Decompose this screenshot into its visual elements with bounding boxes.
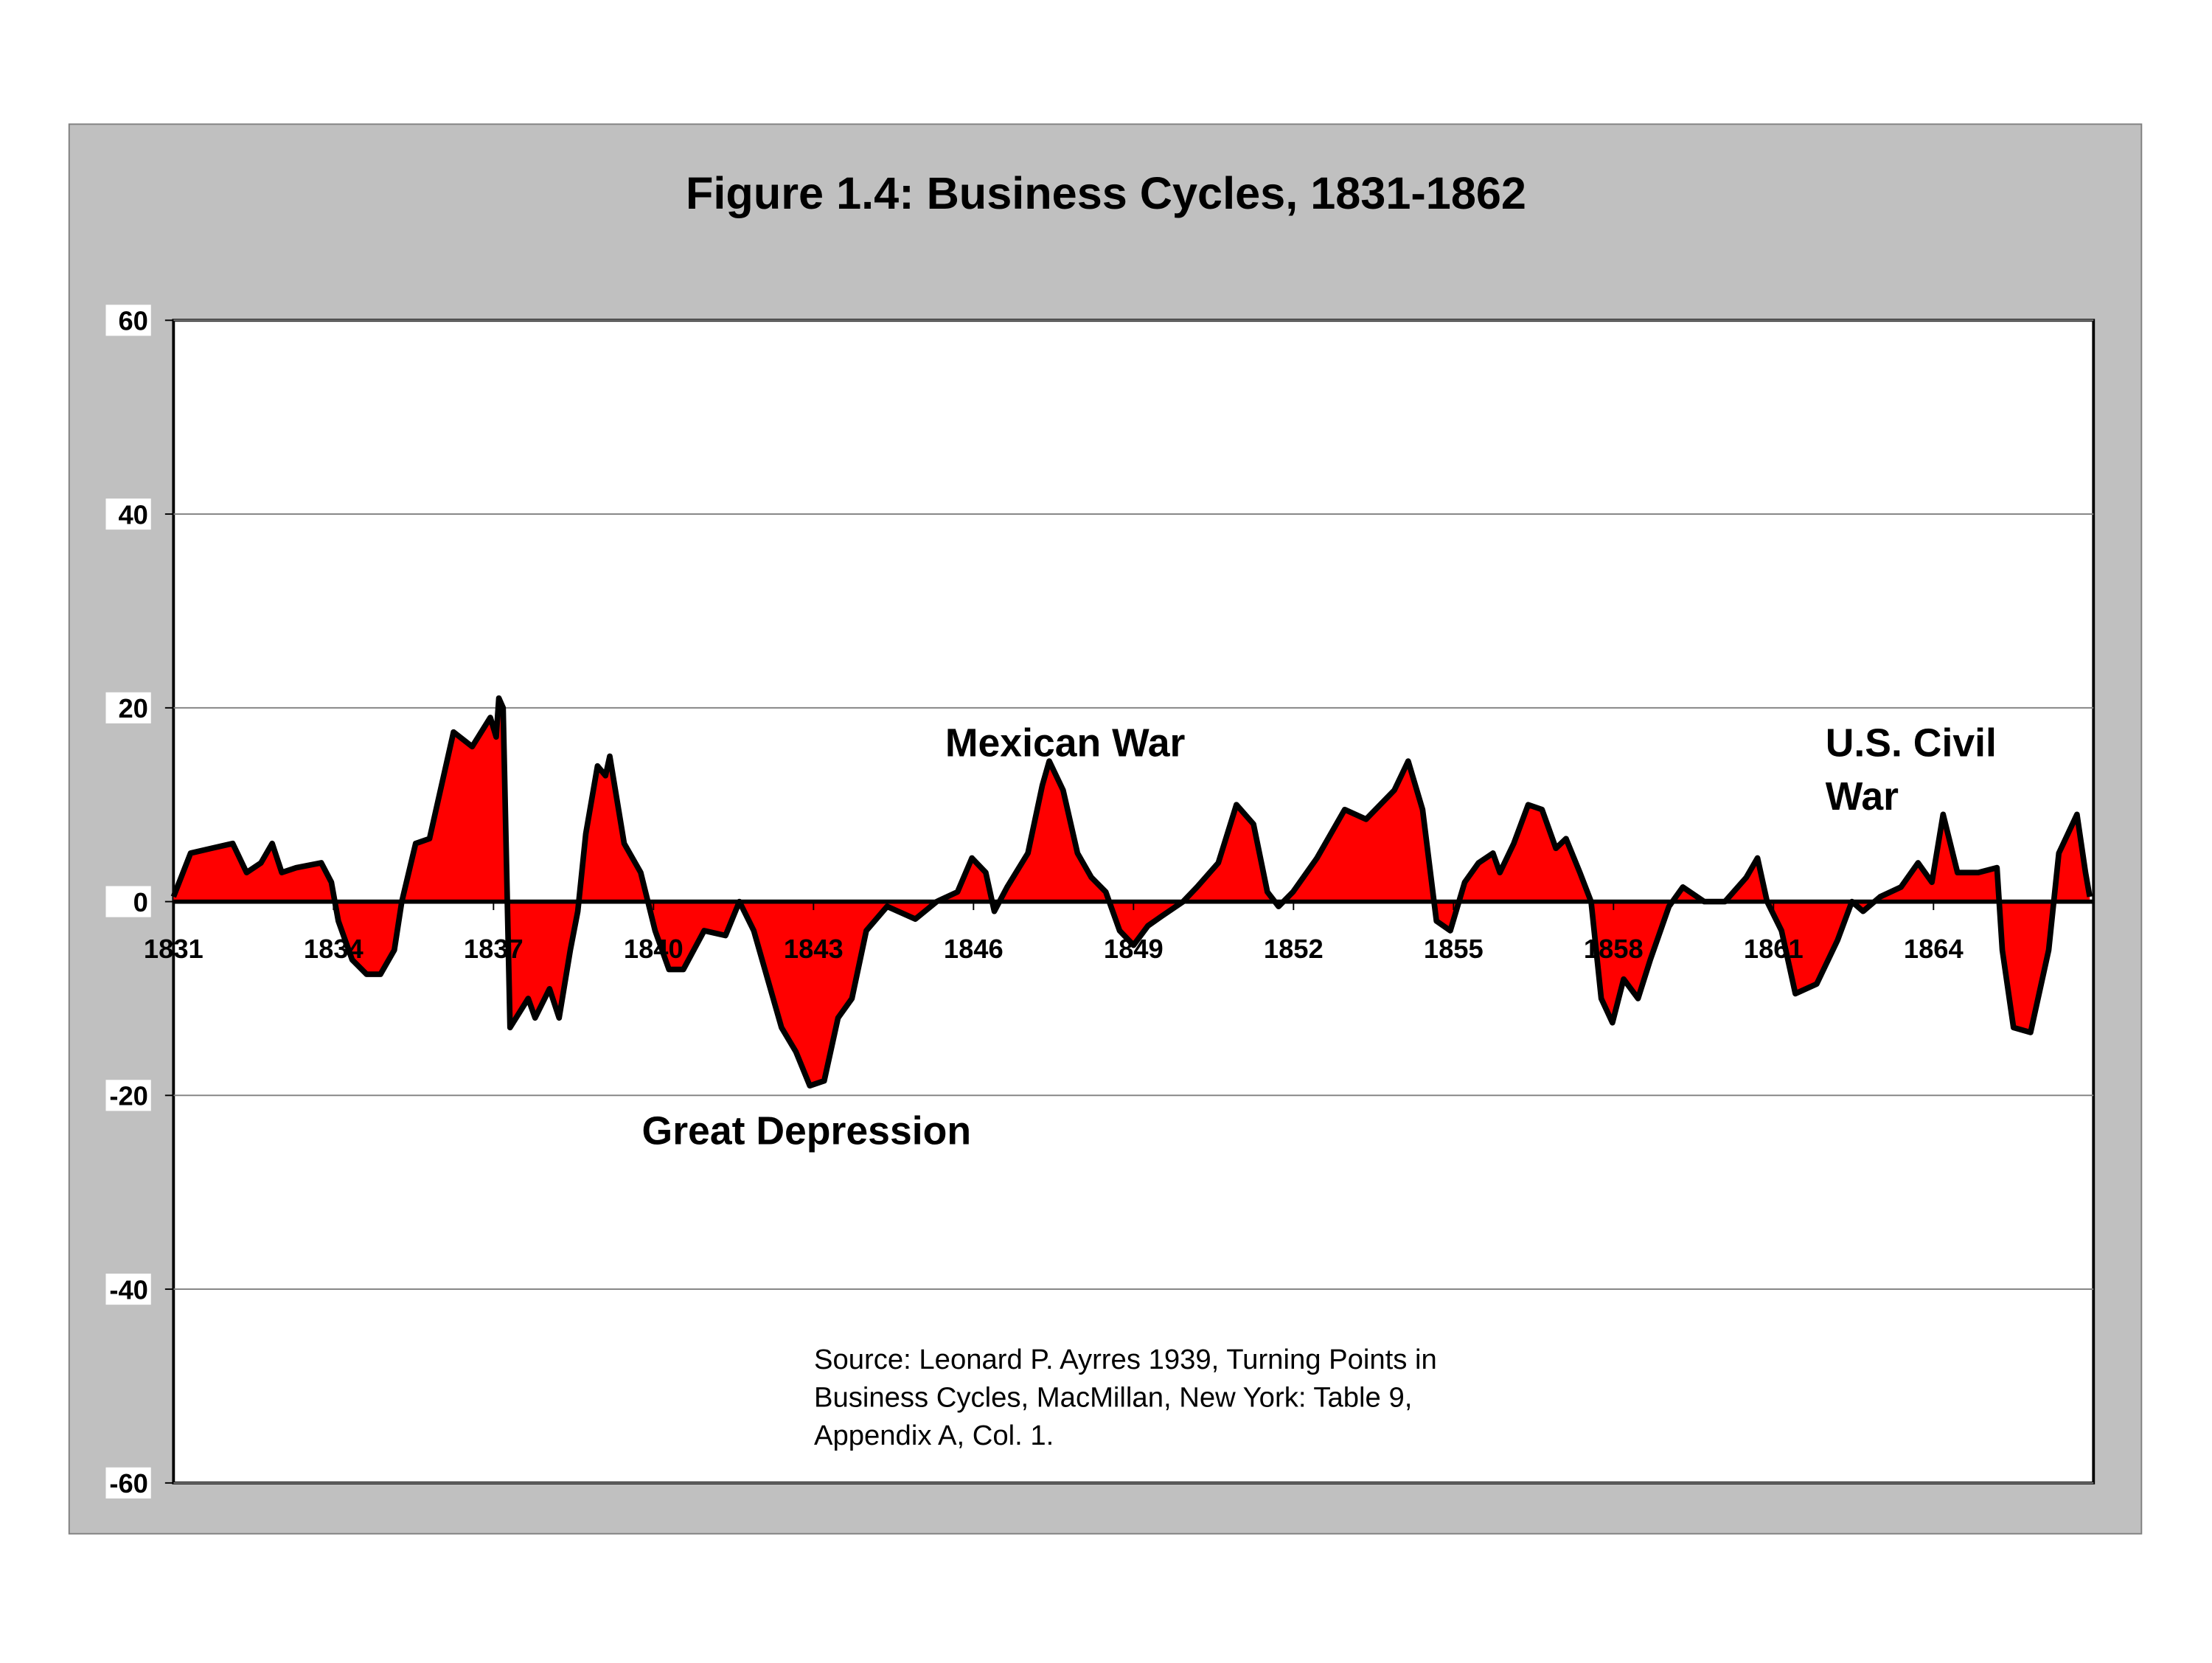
y-tick-label: -40	[109, 1274, 148, 1305]
y-tick-label-bg	[105, 1080, 151, 1111]
y-tick-label: 0	[133, 887, 148, 917]
x-tick-label: 1852	[1264, 934, 1324, 964]
x-tick-label: 1846	[944, 934, 1004, 964]
y-tick-label: 60	[118, 306, 147, 336]
y-tick-label: -20	[109, 1081, 148, 1111]
y-tick-label: 20	[118, 693, 147, 723]
x-tick-label: 1834	[304, 934, 364, 964]
y-tick-label: 40	[118, 499, 147, 530]
x-tick-label: 1843	[784, 934, 844, 964]
y-tick-label-bg	[105, 1274, 151, 1305]
x-tick-label: 1855	[1424, 934, 1484, 964]
line	[170, 695, 2093, 1089]
y-tick-label-bg	[105, 305, 151, 336]
y-tick-label-bg	[105, 499, 151, 530]
y-tick-label-bg	[105, 886, 151, 917]
x-tick-label: 1837	[464, 934, 524, 964]
area	[173, 698, 2090, 1086]
annotation: Appendix A, Col. 1.	[814, 1420, 1054, 1451]
x-tick-label: 1864	[1904, 934, 1964, 964]
x-tick-label: 1858	[1584, 934, 1644, 964]
x-tick-label: 1831	[144, 934, 204, 964]
chart-title: Figure 1.4: Business Cycles, 1831-1862	[686, 168, 1526, 218]
annotation: Great Depression	[642, 1110, 972, 1153]
annotation: Mexican War	[945, 722, 1186, 765]
annotation: Source: Leonard P. Ayrres 1939, Turning …	[814, 1344, 1437, 1375]
annotation: War	[1826, 775, 1899, 819]
x-tick-label: 1861	[1744, 934, 1804, 964]
labels: 60 40 20 0 -20 -40 -60 1831 1834 1837 1840 1843 1846…	[105, 305, 1964, 1499]
y-tick-label-bg	[105, 1467, 151, 1499]
annotations: Mexican War U.S. Civil War Great Depression…	[642, 722, 1997, 1452]
y-tick-label-bg	[105, 692, 151, 723]
x-tick-label: 1849	[1104, 934, 1164, 964]
annotation: U.S. Civil	[1826, 722, 1997, 765]
x-tick-label: 1840	[624, 934, 684, 964]
annotation: Business Cycles, MacMillan, New York: Ta…	[814, 1382, 1412, 1414]
y-tick-label: -60	[109, 1468, 148, 1499]
